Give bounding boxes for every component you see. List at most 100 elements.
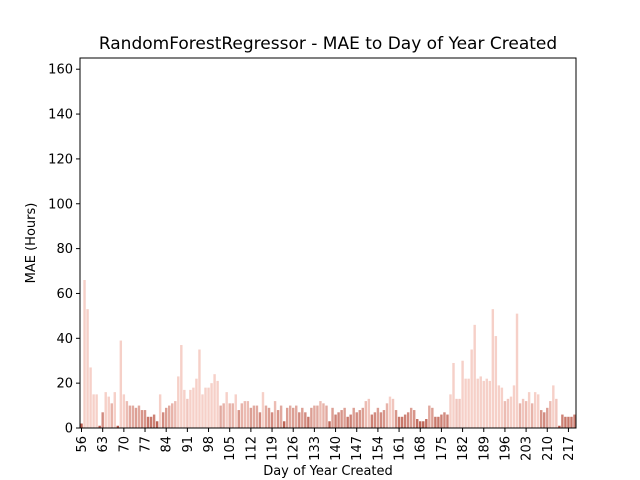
bar-day-178 (449, 394, 452, 428)
bar-day-164 (406, 412, 410, 428)
bar-day-219 (573, 414, 576, 428)
bar-day-177 (446, 414, 449, 428)
bar-day-208 (540, 410, 543, 428)
x-tick-label: 84 (160, 436, 175, 453)
bar-day-198 (509, 396, 513, 428)
bar-day-168 (419, 421, 422, 428)
bar-day-96 (201, 394, 204, 428)
bar-day-197 (506, 398, 510, 428)
bar-day-122 (279, 405, 283, 428)
x-tick-label: 182 (456, 436, 471, 461)
bar-day-72 (128, 405, 132, 428)
bar-day-159 (391, 398, 395, 428)
bar-day-173 (434, 416, 437, 428)
x-tick-label: 98 (202, 436, 217, 453)
bar-day-75 (137, 405, 141, 428)
y-tick-label: 0 (65, 422, 73, 437)
bar-day-218 (570, 416, 573, 428)
y-tick-label: 80 (56, 242, 73, 257)
y-tick-label: 40 (56, 332, 73, 347)
bar-day-68 (116, 425, 120, 428)
bar-day-103 (222, 403, 225, 428)
bar-day-146 (352, 407, 355, 428)
bar-day-188 (479, 376, 482, 428)
bar-day-64 (104, 392, 107, 428)
x-tick-label: 112 (244, 436, 259, 461)
x-tick-label: 189 (477, 436, 492, 461)
bar-day-195 (500, 387, 504, 428)
bar-day-200 (515, 313, 519, 428)
bar-day-90 (183, 389, 186, 428)
x-tick-label: 147 (350, 436, 365, 461)
bar-day-137 (325, 405, 328, 428)
bar-day-97 (204, 387, 207, 428)
bar-day-204 (527, 392, 531, 428)
bar-day-184 (467, 378, 470, 428)
x-tick-label: 91 (181, 436, 196, 453)
bar-day-144 (346, 416, 349, 428)
bar-day-99 (210, 383, 213, 428)
bar-day-135 (319, 401, 322, 428)
bar-day-158 (388, 396, 392, 428)
x-tick-label: 105 (223, 436, 238, 461)
x-tick-label: 161 (393, 436, 408, 461)
bar-day-56 (80, 423, 83, 428)
bar-day-129 (301, 407, 304, 428)
y-axis: 0 20 40 60 80 100 120 140 160 (48, 63, 80, 437)
bar-day-171 (428, 405, 431, 428)
x-tick-label: 70 (117, 436, 132, 453)
bar-day-63 (101, 412, 104, 428)
bar-day-140 (334, 414, 337, 428)
bar-day-74 (134, 407, 138, 428)
bar-day-132 (310, 407, 313, 428)
bar-day-130 (304, 412, 307, 428)
y-tick-label: 60 (56, 287, 73, 302)
y-tick-label: 20 (56, 377, 73, 392)
bar-day-78 (146, 416, 150, 428)
x-tick-label: 217 (562, 436, 577, 461)
bar-day-89 (180, 345, 183, 428)
y-tick-label: 140 (48, 108, 73, 123)
bar-day-210 (546, 407, 549, 428)
bar-day-70 (122, 394, 126, 428)
x-tick-label: 63 (96, 436, 111, 453)
y-tick-label: 100 (48, 197, 73, 212)
bar-day-94 (195, 378, 198, 428)
bar-day-207 (536, 394, 540, 428)
plot-frame (79, 57, 577, 429)
bar-day-121 (276, 410, 280, 428)
bar-day-111 (246, 401, 250, 428)
bar-day-125 (288, 405, 292, 428)
x-tick-label: 196 (498, 436, 513, 461)
bar-day-191 (488, 380, 492, 428)
bar-day-181 (458, 398, 461, 428)
bar-day-141 (337, 412, 340, 428)
bar-day-77 (143, 410, 147, 428)
bar-day-176 (443, 412, 446, 428)
bar-day-179 (452, 362, 455, 428)
x-tick-label: 140 (329, 436, 344, 461)
bar-day-101 (216, 380, 219, 428)
y-tick-label: 120 (48, 152, 73, 167)
bar-day-124 (285, 407, 289, 428)
bar-day-170 (425, 419, 428, 428)
x-tick-label: 203 (520, 436, 535, 461)
bar-day-165 (409, 407, 413, 428)
bar-day-174 (437, 416, 440, 428)
bar-day-156 (382, 410, 386, 428)
bar-day-151 (367, 398, 371, 428)
bar-day-117 (264, 405, 268, 428)
bar-day-98 (207, 387, 210, 428)
bar-day-187 (476, 378, 479, 428)
bar-day-118 (267, 407, 271, 428)
bar-day-145 (349, 414, 352, 428)
bar-day-139 (331, 407, 334, 428)
bar-day-106 (231, 403, 234, 428)
bar-day-85 (168, 405, 171, 428)
bar-day-193 (494, 336, 498, 428)
bar-day-128 (298, 412, 301, 428)
bar-day-86 (171, 403, 174, 428)
bar-day-149 (361, 407, 364, 428)
bar-day-87 (174, 401, 177, 428)
